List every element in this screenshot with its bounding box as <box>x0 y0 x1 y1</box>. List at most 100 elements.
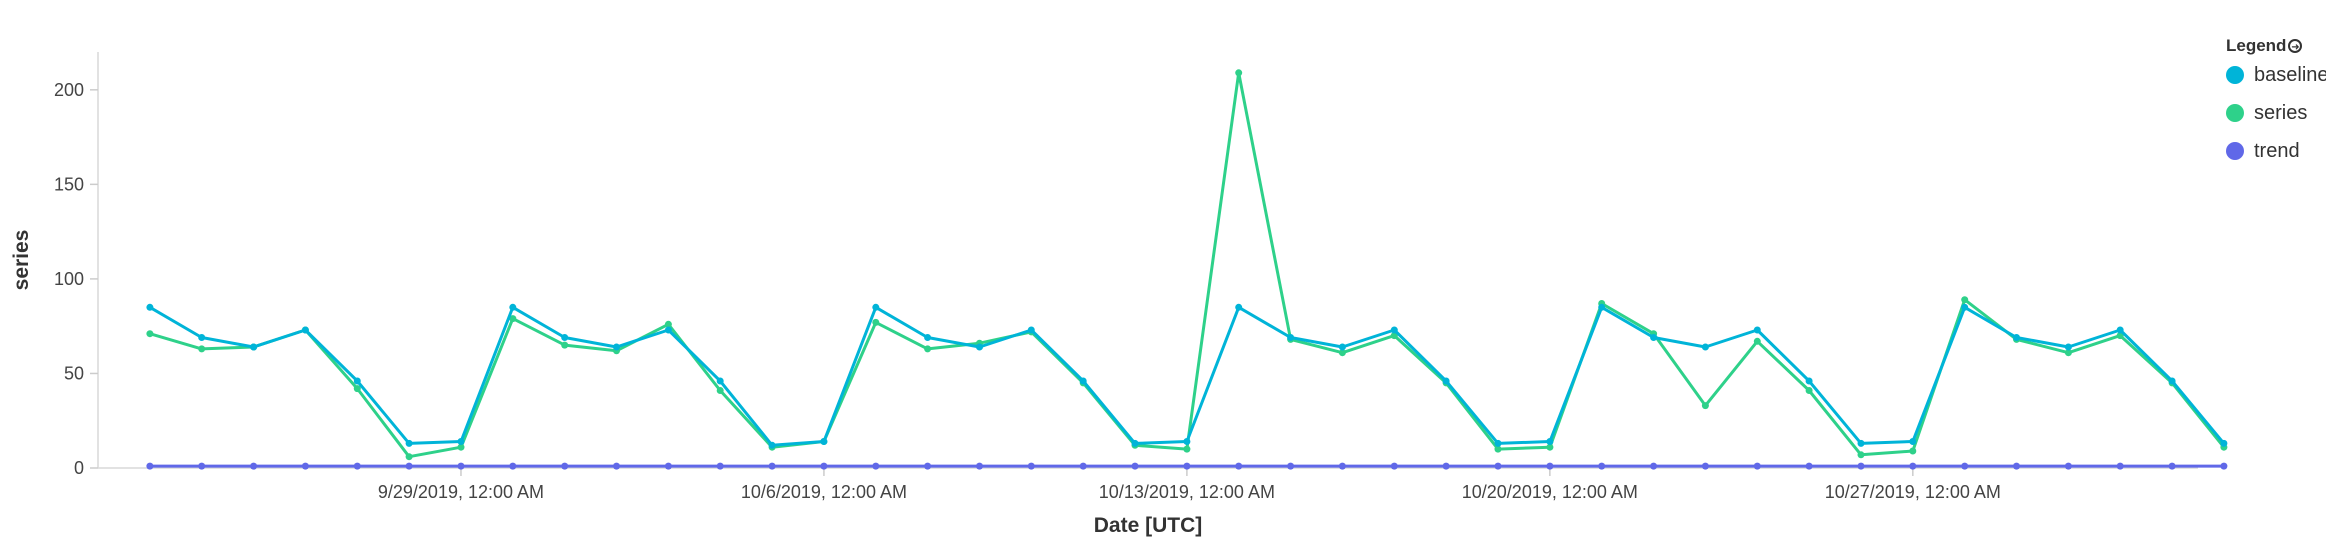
legend-item-trend[interactable]: trend <box>2226 132 2326 170</box>
data-point-baseline <box>716 377 724 385</box>
data-point-baseline <box>2064 343 2072 351</box>
data-point-trend <box>1235 462 1243 470</box>
data-point-series <box>2116 332 2124 340</box>
data-point-series <box>353 385 361 393</box>
legend-label: baseline <box>2254 63 2326 86</box>
data-point-series <box>924 345 932 353</box>
data-point-trend <box>198 462 206 470</box>
legend-label: trend <box>2254 139 2300 162</box>
data-point-trend <box>1287 462 1295 470</box>
y-axis-title: series <box>10 230 33 291</box>
data-point-trend <box>1546 462 1554 470</box>
data-point-baseline <box>820 438 828 445</box>
data-point-trend <box>1338 462 1346 470</box>
data-point-trend <box>405 462 413 470</box>
data-point-baseline <box>1131 439 1139 447</box>
data-point-series <box>1753 337 1761 345</box>
data-point-baseline <box>1235 303 1243 311</box>
x-tick-label: 10/6/2019, 12:00 AM <box>741 482 907 502</box>
data-point-trend <box>353 462 361 470</box>
legend-title: Legend <box>2226 36 2287 55</box>
legend-item-baseline[interactable]: baseline <box>2226 56 2326 94</box>
data-point-trend <box>872 462 880 470</box>
data-point-trend <box>2220 462 2228 470</box>
data-point-baseline <box>1494 439 1502 447</box>
data-point-series <box>146 330 154 338</box>
data-point-trend <box>976 462 983 470</box>
series-trend <box>146 462 2228 470</box>
data-point-baseline <box>1183 438 1191 445</box>
data-point-trend <box>1805 462 1813 470</box>
data-point-trend <box>716 462 724 470</box>
data-point-trend <box>1442 462 1450 470</box>
data-point-trend <box>301 462 309 470</box>
data-point-baseline <box>2013 334 2020 341</box>
data-point-series <box>1857 451 1865 459</box>
data-point-baseline <box>2116 326 2124 334</box>
data-point-series <box>1235 69 1243 77</box>
x-axis-title: Date [UTC] <box>1094 514 1203 537</box>
data-point-trend <box>1027 462 1035 470</box>
data-point-baseline <box>1287 334 1295 341</box>
data-point-trend <box>1131 462 1139 470</box>
data-point-trend <box>768 462 776 470</box>
data-point-trend <box>1079 462 1087 470</box>
data-point-baseline <box>1909 438 1917 445</box>
data-point-series <box>1805 387 1813 394</box>
data-point-series <box>198 345 206 353</box>
y-tick-label: 200 <box>54 80 84 100</box>
legend-collapse-icon[interactable]: ➜ <box>2288 39 2303 53</box>
data-point-trend <box>457 462 465 470</box>
legend: Legend ➜ baseline series trend <box>2226 36 2326 170</box>
data-point-trend <box>509 462 517 470</box>
data-point-baseline <box>1857 439 1865 447</box>
data-point-trend <box>250 462 258 470</box>
data-point-trend <box>1857 462 1865 470</box>
data-point-trend <box>561 462 569 470</box>
axes: 0 50 100 150 200 9/29/2019, 12:00 AM 10/6/2019… <box>54 52 2198 502</box>
data-point-baseline <box>872 303 880 311</box>
data-point-trend <box>1753 462 1761 470</box>
data-point-series <box>1183 445 1191 453</box>
data-point-trend <box>1961 462 1969 470</box>
data-point-baseline <box>1805 377 1813 385</box>
data-point-baseline <box>198 334 206 341</box>
data-point-series <box>872 318 880 326</box>
data-point-baseline <box>250 343 258 351</box>
data-point-trend <box>1650 462 1658 470</box>
series-baseline <box>146 303 2228 449</box>
data-point-trend <box>1909 462 1917 470</box>
y-tick-label: 150 <box>54 174 84 194</box>
data-point-baseline <box>301 326 309 334</box>
y-tick-label: 100 <box>54 269 84 289</box>
data-point-trend <box>2116 462 2124 470</box>
data-point-baseline <box>457 438 465 445</box>
legend-item-series[interactable]: series <box>2226 94 2326 132</box>
data-point-baseline <box>1338 343 1346 351</box>
y-tick-label: 0 <box>74 458 84 478</box>
data-point-trend <box>1494 462 1502 470</box>
legend-header[interactable]: Legend ➜ <box>2226 36 2326 56</box>
data-point-series <box>509 315 517 323</box>
data-point-baseline <box>1598 303 1606 311</box>
data-point-baseline <box>768 441 776 449</box>
data-point-series <box>1338 349 1346 357</box>
data-point-trend <box>1701 462 1709 470</box>
series-line-series <box>149 71 2226 459</box>
data-point-baseline <box>146 303 154 311</box>
data-point-trend <box>1183 462 1191 470</box>
data-point-series <box>405 453 413 461</box>
data-point-baseline <box>924 334 932 341</box>
data-point-series <box>664 320 672 328</box>
data-point-baseline <box>664 326 672 334</box>
data-point-trend <box>2013 462 2020 470</box>
data-point-baseline <box>2168 377 2176 385</box>
x-tick-label: 10/27/2019, 12:00 AM <box>1825 482 2001 502</box>
series-layer <box>146 69 2228 470</box>
data-point-trend <box>613 462 620 470</box>
data-point-series <box>561 341 569 349</box>
data-point-trend <box>820 462 828 470</box>
data-point-baseline <box>976 343 983 351</box>
data-point-baseline <box>1442 377 1450 385</box>
